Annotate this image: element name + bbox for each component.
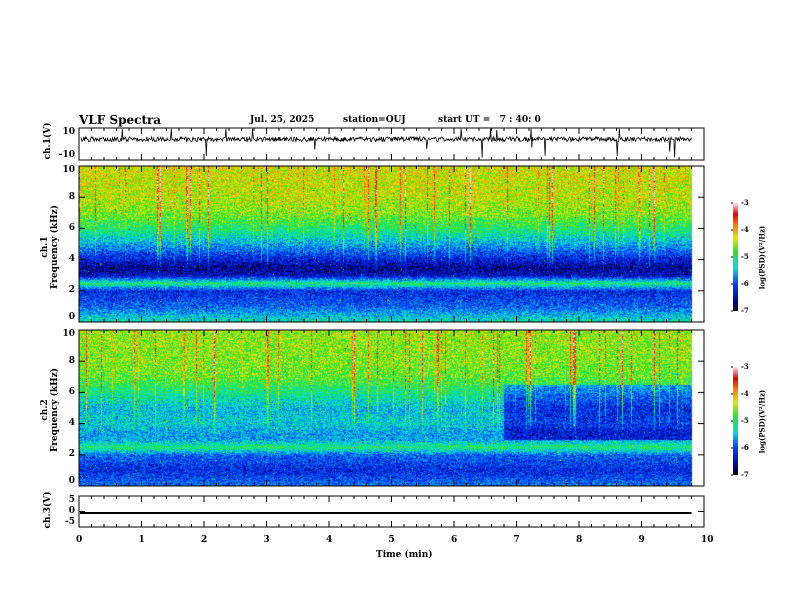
- ch1-spectrogram: [79, 166, 704, 322]
- y-tick-label: 6: [68, 222, 75, 233]
- colorbar-ch2-label: log(PSD)(V²/Hz): [757, 389, 767, 454]
- station-label: station=OUJ: [343, 115, 406, 125]
- y-tick-label: 4: [68, 418, 75, 429]
- y-tick-label: 2: [68, 285, 75, 296]
- y-tick-label: 0: [68, 476, 75, 486]
- ch3-volt-label: ch.3(V): [43, 491, 53, 529]
- y-tick-label: 4: [68, 254, 75, 265]
- x-tick-label: 10: [701, 535, 714, 545]
- colorbar-ch1: [733, 203, 738, 311]
- ch2-freq-label: ch.2 Frequency (kHz): [40, 368, 60, 453]
- ch1-spectrogram-frame: [78, 165, 705, 323]
- x-tick-label: 9: [638, 535, 645, 545]
- y-tick-label: 0: [68, 506, 75, 516]
- colorbar-tick-label: -6: [741, 443, 749, 452]
- y-tick-label: 8: [68, 355, 75, 366]
- colorbar-tick-label: -7: [741, 306, 749, 315]
- x-tick-label: 4: [326, 535, 333, 545]
- start-time-label: start UT = 7 : 40: 0: [438, 115, 541, 125]
- x-axis-label: Time (min): [376, 550, 433, 560]
- y-tick-label: 10: [62, 127, 75, 137]
- colorbar-tick-label: -5: [741, 252, 749, 261]
- colorbar-tick-label: -3: [741, 198, 749, 207]
- colorbar-ch2: [733, 367, 738, 475]
- y-tick-label: 10: [62, 329, 75, 339]
- ch2-spectrogram-frame: [78, 329, 705, 487]
- colorbar-tick-label: -3: [741, 362, 749, 371]
- ch2-spectrogram: [79, 330, 704, 486]
- y-tick-label: 6: [68, 386, 75, 397]
- x-tick-label: 7: [513, 535, 520, 545]
- x-tick-label: 1: [138, 535, 145, 545]
- ch1-waveform-trace: [80, 128, 692, 158]
- y-tick-label: 0: [68, 312, 75, 322]
- x-tick-label: 8: [576, 535, 583, 545]
- y-tick-label: 2: [68, 449, 75, 460]
- y-tick-label: 5: [68, 495, 75, 505]
- x-tick-label: 0: [76, 535, 83, 545]
- y-tick-label: 10: [62, 165, 75, 175]
- x-tick-label: 2: [201, 535, 208, 545]
- y-tick-label: -5: [65, 517, 75, 527]
- y-tick-label: -10: [58, 150, 75, 160]
- colorbar-tick-label: -4: [741, 389, 749, 398]
- colorbar-ch1-label: log(PSD)(V²/Hz): [757, 225, 767, 290]
- x-tick-label: 3: [263, 535, 270, 545]
- colorbar-tick-label: -4: [741, 225, 749, 234]
- y-tick-label: 8: [68, 191, 75, 202]
- x-tick-label: 5: [388, 535, 395, 545]
- date-label: Jul. 25, 2025: [250, 115, 315, 125]
- colorbar-tick-label: -5: [741, 416, 749, 425]
- chart-title: VLF Spectra: [79, 113, 162, 127]
- x-tick-label: 6: [451, 535, 458, 545]
- ch1-volt-label: ch.1(V): [43, 122, 53, 160]
- colorbar-tick-label: -7: [741, 470, 749, 479]
- ch1-freq-label: ch.1 Frequency (kHz): [40, 205, 60, 290]
- colorbar-tick-label: -6: [741, 279, 749, 288]
